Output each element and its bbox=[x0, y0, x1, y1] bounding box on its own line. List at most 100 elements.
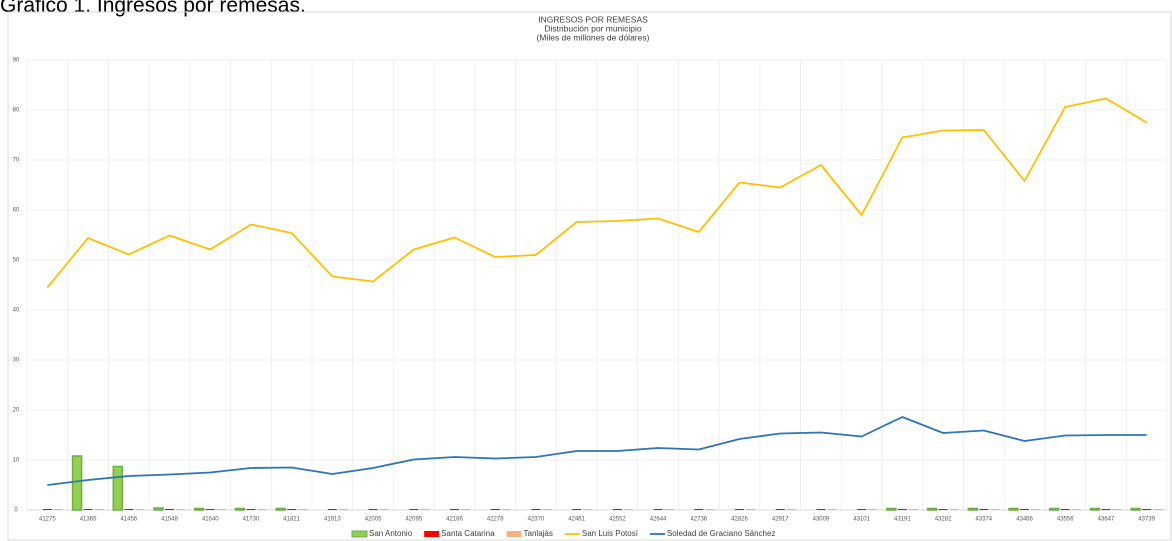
x-tick-label: 43556 bbox=[1057, 517, 1074, 523]
x-tick-label: 43374 bbox=[975, 517, 992, 523]
bar bbox=[926, 507, 938, 511]
x-tick-label: 41640 bbox=[202, 517, 219, 523]
bar bbox=[583, 509, 593, 510]
x-tick-label: 42095 bbox=[405, 517, 422, 523]
bar bbox=[327, 509, 337, 510]
y-tick-label: 60 bbox=[13, 208, 20, 214]
y-tick-label: 80 bbox=[13, 108, 20, 114]
bar bbox=[735, 509, 744, 510]
bar bbox=[246, 509, 256, 510]
bar bbox=[1112, 509, 1122, 510]
x-tick-label: 43739 bbox=[1138, 517, 1155, 523]
bar bbox=[897, 509, 907, 510]
chart-subtitle: Distribución por municipio bbox=[544, 23, 642, 33]
x-tick-label: 42644 bbox=[650, 517, 667, 523]
bar bbox=[287, 509, 297, 510]
bar bbox=[1071, 509, 1081, 510]
bar bbox=[368, 509, 378, 510]
line bbox=[46, 97, 1148, 289]
bar bbox=[1048, 507, 1060, 511]
x-tick-label: 42370 bbox=[528, 517, 545, 523]
y-tick-label: 0 bbox=[14, 508, 18, 514]
bar bbox=[653, 509, 663, 510]
bar bbox=[827, 509, 837, 510]
bar bbox=[612, 509, 622, 510]
bar bbox=[42, 509, 52, 510]
bar bbox=[990, 509, 1000, 510]
bar bbox=[420, 509, 430, 510]
bar bbox=[176, 509, 185, 510]
x-tick-label: 41821 bbox=[283, 517, 300, 523]
chart-title: INGRESOS POR REMESAS bbox=[538, 14, 648, 24]
bar bbox=[1142, 509, 1152, 510]
bar bbox=[112, 465, 124, 511]
y-tick-label: 10 bbox=[13, 458, 20, 464]
x-tick-label: 41456 bbox=[120, 517, 137, 523]
x-tick-label: 41275 bbox=[39, 517, 56, 523]
bar bbox=[572, 509, 582, 510]
bar bbox=[135, 509, 145, 510]
x-tick-label: 42917 bbox=[772, 517, 789, 523]
legend-label: Tanlajás bbox=[524, 529, 553, 538]
x-tick-label: 41913 bbox=[324, 517, 341, 523]
x-tick-label: 42278 bbox=[487, 517, 504, 523]
bar bbox=[298, 509, 308, 510]
x-tick-label: 43191 bbox=[894, 517, 911, 523]
bar bbox=[193, 507, 205, 511]
x-tick-label: 43647 bbox=[1098, 517, 1115, 523]
bar bbox=[1153, 509, 1163, 510]
x-tick-label: 43282 bbox=[935, 517, 952, 523]
bar bbox=[83, 509, 93, 510]
bar bbox=[124, 509, 134, 510]
bar bbox=[234, 507, 246, 511]
legend-label: Soledad de Graciano Sánchez bbox=[667, 529, 776, 538]
x-tick-label: 42736 bbox=[690, 517, 707, 523]
y-tick-label: 90 bbox=[13, 58, 20, 64]
bar bbox=[694, 509, 704, 510]
x-tick-label: 42826 bbox=[731, 517, 748, 523]
bar bbox=[1020, 509, 1029, 510]
x-tick-label: 41730 bbox=[243, 517, 260, 523]
legend-swatch bbox=[351, 530, 368, 538]
x-tick-label: 42552 bbox=[609, 517, 626, 523]
bar bbox=[165, 509, 174, 510]
bar bbox=[1089, 507, 1101, 511]
chart-frame bbox=[7, 11, 1172, 541]
bar bbox=[275, 507, 286, 511]
bar bbox=[967, 507, 979, 511]
x-tick-label: 42461 bbox=[568, 517, 585, 523]
bar bbox=[501, 509, 511, 510]
bar bbox=[409, 509, 419, 510]
x-tick-label: 43466 bbox=[1016, 517, 1033, 523]
bar bbox=[542, 509, 552, 510]
bar bbox=[775, 509, 785, 510]
bar bbox=[461, 509, 470, 510]
bar bbox=[705, 509, 715, 510]
bar bbox=[531, 509, 541, 510]
bar bbox=[816, 509, 826, 510]
x-tick-label: 43009 bbox=[813, 517, 830, 523]
x-tick-label: 42005 bbox=[365, 517, 382, 523]
bar bbox=[949, 509, 959, 510]
bar bbox=[868, 509, 878, 510]
y-tick-label: 40 bbox=[13, 308, 20, 314]
y-tick-label: 70 bbox=[13, 158, 20, 164]
bar bbox=[153, 507, 164, 511]
bar bbox=[338, 509, 348, 510]
bar bbox=[53, 509, 63, 510]
bar bbox=[623, 509, 633, 510]
bar bbox=[786, 509, 796, 510]
chart-units: (Miles de millones de dólares) bbox=[537, 32, 650, 42]
legend-label: San Antonio bbox=[369, 529, 413, 538]
bar bbox=[857, 509, 867, 510]
y-tick-label: 50 bbox=[13, 258, 20, 264]
bar bbox=[746, 509, 755, 510]
x-tick-label: 41548 bbox=[161, 517, 178, 523]
bar bbox=[94, 509, 104, 510]
bar bbox=[979, 509, 989, 510]
legend-swatch bbox=[506, 531, 522, 537]
bar bbox=[908, 509, 918, 510]
x-tick-label: 42186 bbox=[446, 517, 463, 523]
heading: Gráfico 1. Ingresos por remesas. bbox=[0, 0, 306, 17]
